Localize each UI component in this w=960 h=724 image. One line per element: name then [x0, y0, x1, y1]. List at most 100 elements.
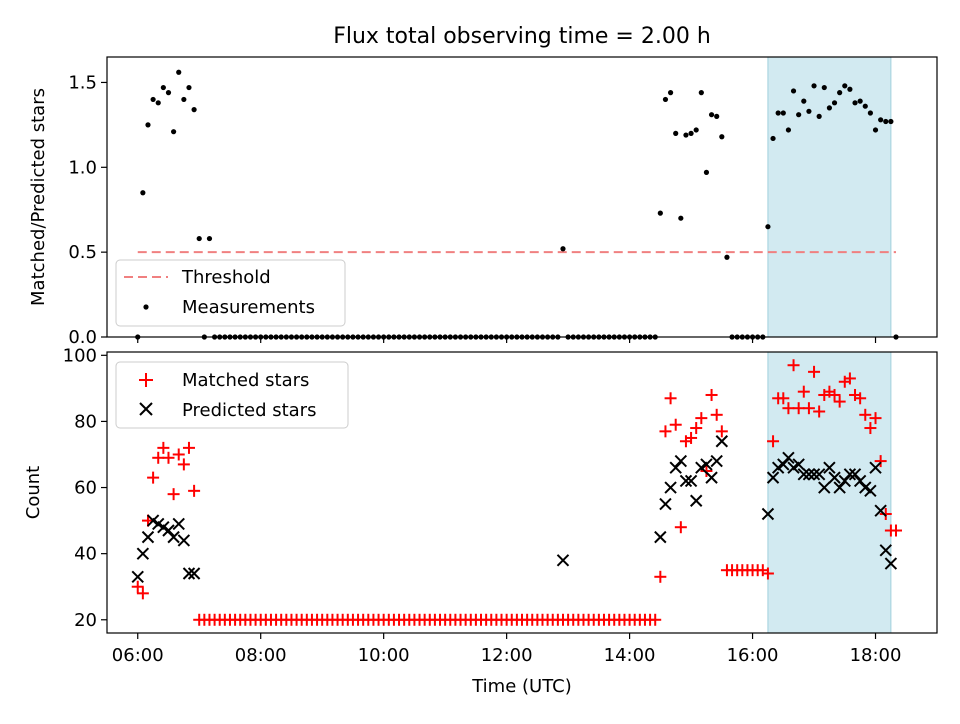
bottom-y-tick-label: 40 [74, 544, 97, 565]
bottom-legend-box [115, 361, 349, 429]
matched-star-point [715, 425, 728, 438]
matched-star-point [147, 471, 160, 484]
matched-star-point [833, 395, 846, 408]
predicted-star-point [802, 468, 816, 481]
x-tick-label: 08:00 [235, 645, 287, 666]
predicted-star-point [654, 530, 667, 544]
predicted-star-point [766, 471, 780, 484]
measurement-point [842, 83, 848, 89]
predicted-star-point [807, 468, 821, 481]
measurement-point [667, 90, 674, 96]
matched-star-point [761, 567, 774, 580]
predicted-star-point [684, 474, 698, 488]
top-y-tick-label: 1.0 [68, 157, 97, 178]
legend-matched-label: Matched stars [182, 370, 309, 391]
matched-star-point [685, 431, 698, 444]
x-tick-label: 18:00 [850, 645, 902, 666]
matched-star-point [664, 392, 677, 405]
predicted-star-point [869, 461, 882, 474]
predicted-star-point [879, 544, 892, 557]
bottom-legend: Matched stars Predicted stars [115, 361, 349, 429]
matched-star-point [700, 465, 713, 478]
legend-predicted-label: Predicted stars [182, 400, 316, 421]
predicted-star-point [187, 567, 201, 580]
measurement-point [693, 127, 699, 133]
top-y-tick-label: 1.5 [68, 72, 97, 93]
predicted-star-point [884, 557, 898, 570]
measurement-point [780, 110, 786, 116]
measurement-point [770, 135, 776, 142]
legend-predicted-swatch [139, 402, 153, 416]
matched-star-point [674, 521, 687, 534]
measurement-point [816, 113, 822, 119]
measurement-point [801, 98, 807, 104]
measurement-point [862, 103, 868, 109]
x-tick-label: 06:00 [112, 645, 164, 666]
matched-star-point [131, 580, 144, 593]
measurement-point [698, 90, 704, 96]
bottom-y-tick-label: 60 [74, 478, 97, 499]
matched-star-point [157, 441, 170, 454]
matched-star-point [792, 402, 805, 415]
predicted-star-point [689, 494, 703, 507]
measurement-point [708, 112, 715, 118]
matched-stars-points [131, 359, 903, 626]
measurement-point [678, 215, 684, 221]
measurement-point [821, 84, 827, 91]
measurement-point [811, 83, 817, 89]
measurement-point [785, 127, 792, 133]
matched-star-point [152, 451, 165, 464]
matched-star-point [136, 587, 149, 600]
measurement-point [186, 84, 192, 91]
bottom-axes-frame [106, 351, 938, 634]
measurement-point [657, 210, 663, 216]
matched-star-point [695, 412, 708, 425]
matched-star-point [802, 402, 815, 415]
predicted-star-point [679, 474, 693, 488]
top-legend: Threshold Measurements [115, 259, 346, 327]
predicted-star-point [182, 567, 196, 580]
predicted-star-point [777, 458, 790, 471]
predicted-star-point [792, 458, 805, 471]
matched-star-point [879, 507, 892, 520]
measurement-point [176, 69, 182, 75]
matched-star-point [843, 372, 856, 385]
measurement-point [560, 246, 566, 252]
matched-star-point [864, 422, 877, 435]
matched-star-point [167, 488, 180, 501]
measurement-point [872, 127, 879, 133]
matched-star-point [787, 359, 800, 372]
predicted-star-point [700, 458, 713, 471]
matched-star-point [188, 484, 201, 497]
measurement-point [145, 122, 151, 128]
measurement-point [724, 254, 730, 260]
bottom-y-tick-label: 80 [74, 411, 97, 432]
matched-star-point [162, 451, 175, 464]
measurement-point [765, 224, 771, 230]
measurement-point [878, 117, 884, 123]
measurement-point [160, 84, 166, 91]
predicted-star-point [669, 461, 682, 474]
measurement-point [155, 100, 161, 106]
matched-star-point [654, 570, 667, 583]
top-y-axis-label: Matched/Predicted stars [28, 88, 49, 306]
bottom-panel: 20 40 60 80 100 06:00 08:00 10:00 12:00 14:00 16:… [23, 345, 938, 697]
measurement-point [703, 169, 710, 175]
matched-star-point [659, 425, 672, 438]
measurement-point [714, 113, 720, 119]
chart-title: Flux total observing time = 2.00 h [333, 24, 711, 49]
matched-star-point [782, 402, 795, 415]
measurement-point [867, 110, 873, 116]
predicted-star-point [833, 481, 846, 494]
predicted-star-point [167, 530, 180, 544]
predicted-star-point [843, 468, 857, 481]
measurement-point [790, 88, 797, 94]
bottom-y-tick-label: 20 [74, 610, 97, 631]
measurement-point [831, 100, 838, 106]
matched-star-point [859, 408, 872, 421]
legend-measurement-swatch [143, 304, 149, 310]
legend-threshold-label: Threshold [181, 267, 271, 288]
top-y-tick-label: 0.5 [68, 242, 97, 263]
predicted-star-point [797, 468, 810, 481]
